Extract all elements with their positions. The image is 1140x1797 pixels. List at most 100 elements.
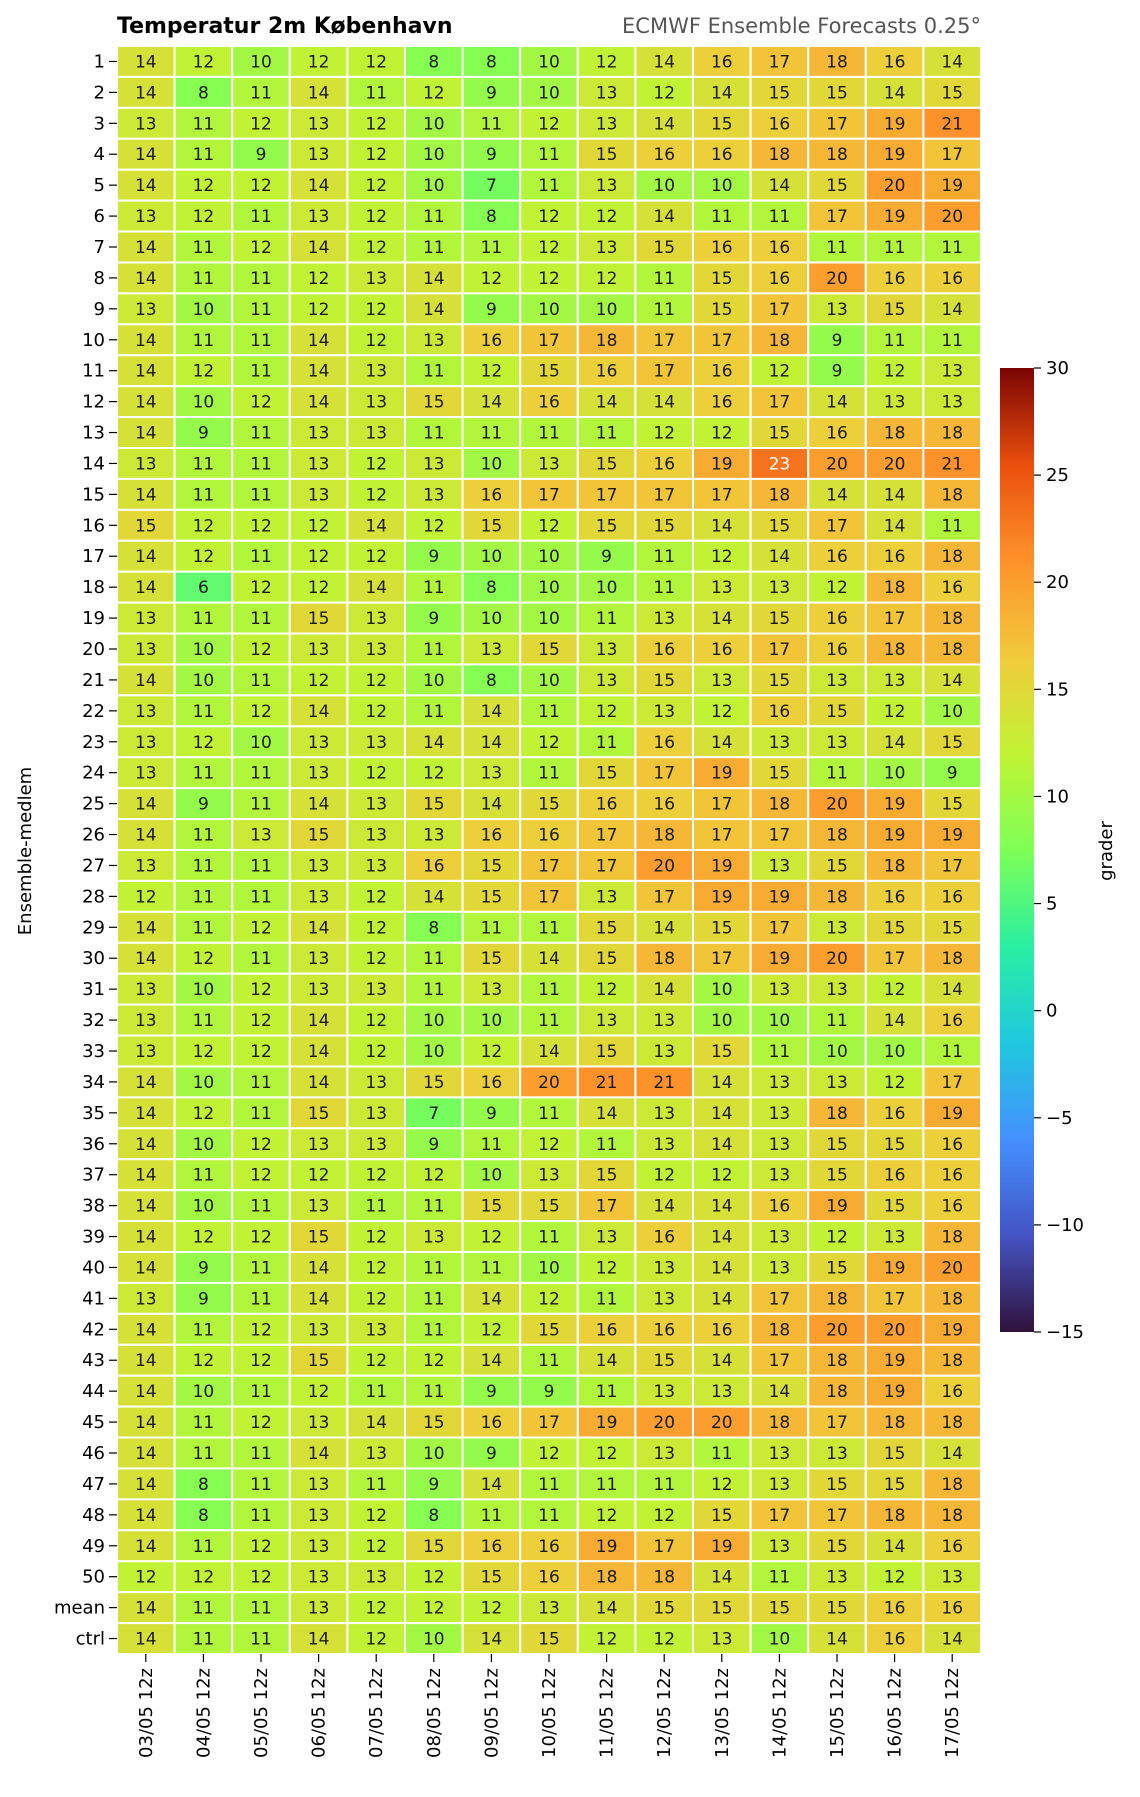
cell-value-label: 11 [826,1011,848,1031]
heatmap-cell [173,1034,234,1068]
heatmap-cell [922,756,983,790]
cell-value-label: 12 [538,1289,560,1309]
cell-value-label: 10 [538,609,560,629]
cell-value-label: 11 [250,1197,272,1217]
cell-value-label: 14 [135,1197,157,1217]
cell-value-label: 14 [308,795,330,815]
cell-value-label: 17 [769,826,791,846]
heatmap-cell [922,941,983,975]
heatmap-cell [922,632,983,666]
heatmap-cell [173,1065,234,1099]
cell-value-label: 19 [884,1382,906,1402]
cell-value-label: 15 [826,1135,848,1155]
cell-value-label: 11 [250,1258,272,1278]
cell-value-label: 13 [423,454,445,474]
heatmap-cell [749,663,810,697]
heatmap-cell [288,1498,349,1532]
row-label: 8 [94,268,105,289]
cell-value-label: 14 [826,393,848,413]
cell-value-label: 12 [538,1444,560,1464]
heatmap-cell [807,910,867,944]
heatmap-cell [807,168,867,202]
cell-value-label: 11 [250,547,272,567]
row-label: 34 [82,1072,105,1093]
heatmap-cell [346,75,406,109]
heatmap-cell [807,199,867,233]
heatmap-cell [807,323,867,357]
heatmap-cell [404,230,464,264]
cell-value-label: 18 [826,52,848,72]
cell-value-label: 16 [653,733,675,753]
cell-value-label: 13 [135,1042,157,1062]
cell-value-label: 11 [250,1289,272,1309]
cell-value-label: 10 [711,176,733,196]
cell-value-label: 12 [365,1351,387,1371]
row-label: 15 [82,484,105,505]
column-label: 10/05 12z [539,1668,560,1758]
heatmap-cell [346,1591,406,1625]
cell-value-label: 12 [365,1042,387,1062]
heatmap-cell [461,1405,522,1439]
cell-value-label: 12 [481,1042,503,1062]
cell-value-label: 16 [711,640,733,660]
cell-value-label: 13 [769,1537,791,1557]
cell-value-label: 15 [769,764,791,784]
heatmap-cell [576,477,637,511]
heatmap-cell [807,230,867,264]
heatmap-cell [346,1529,406,1563]
cell-value-label: 11 [596,733,618,753]
cell-value-label: 14 [596,1599,618,1619]
heatmap-cell [461,477,522,511]
cell-value-label: 12 [423,1568,445,1588]
cell-value-label: 11 [423,1320,445,1340]
cell-value-label: 12 [596,1444,618,1464]
cell-value-label: 12 [423,764,445,784]
cell-value-label: 11 [653,300,675,320]
heatmap-cell [288,1189,349,1223]
cell-value-label: 19 [884,114,906,134]
heatmap-cell [519,601,579,635]
cell-value-label: 18 [653,949,675,969]
heatmap-cell [864,416,925,450]
cell-value-label: 11 [711,1444,733,1464]
cell-value-label: 11 [193,238,215,258]
cell-value-label: 16 [538,826,560,846]
cell-value-label: 17 [711,331,733,351]
heatmap-cell [634,1096,695,1130]
cell-value-label: 19 [884,207,906,227]
cell-value-label: 16 [884,547,906,567]
row-label: 33 [82,1041,105,1062]
cell-value-label: 14 [135,1166,157,1186]
heatmap-cell [231,725,291,759]
cell-value-label: 14 [135,1258,157,1278]
heatmap-cell [519,323,579,357]
cell-value-label: 17 [769,1351,791,1371]
cell-value-label: 20 [826,269,848,289]
heatmap-cell [692,1220,752,1253]
heatmap-cell [807,1591,867,1625]
cell-value-label: 11 [481,1135,503,1155]
cell-value-label: 13 [135,980,157,1000]
heatmap-cell [749,1065,810,1099]
cell-value-label: 20 [653,1413,675,1433]
heatmap-cell [173,1467,234,1501]
cell-value-label: 17 [769,393,791,413]
cell-value-label: 18 [769,485,791,505]
heatmap-cell [519,1096,579,1130]
heatmap-cell [173,199,234,233]
cell-value-label: 15 [538,795,560,815]
cell-value-label: 13 [365,1073,387,1093]
heatmap-cell [116,972,176,1006]
row-label: 16 [82,515,105,536]
heatmap-cell [231,663,291,697]
cell-value-label: 17 [769,1289,791,1309]
cell-value-label: 17 [653,485,675,505]
heatmap-cell [519,694,579,728]
row-label: 14 [82,453,105,474]
row-label: 3 [94,113,105,134]
cell-value-label: 21 [941,454,963,474]
heatmap-cell [634,941,695,975]
heatmap-cell [634,725,695,759]
cell-value-label: 15 [481,949,503,969]
cell-value-label: 12 [193,516,215,536]
